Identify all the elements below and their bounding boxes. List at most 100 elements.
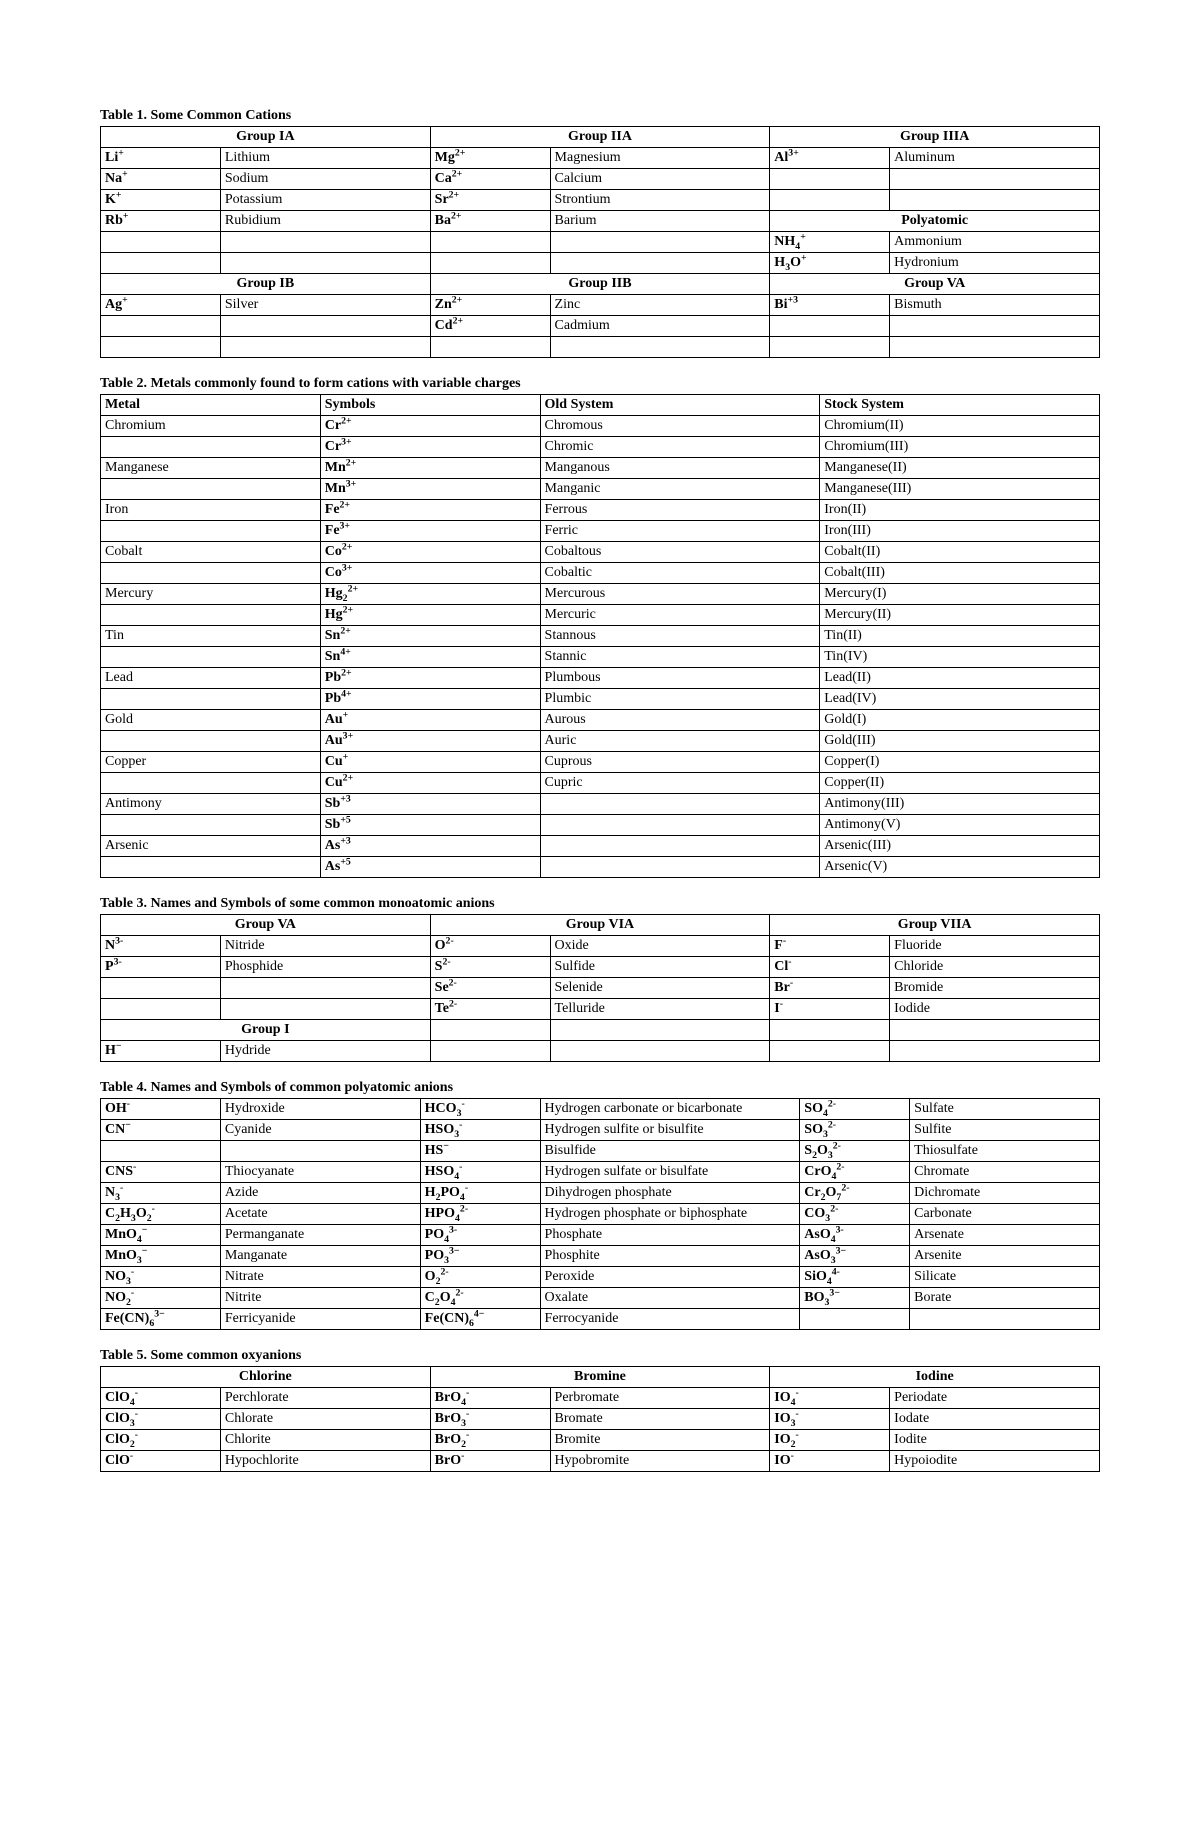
name-cell [220,316,430,337]
name-cell: Dichromate [910,1183,1100,1204]
name-cell: Barium [550,211,770,232]
formula-cell: HPO42- [420,1204,540,1225]
old-system-cell [540,794,820,815]
old-system-cell: Cobaltic [540,563,820,584]
old-system-cell: Manganic [540,479,820,500]
name-cell: Silver [220,295,430,316]
metal-cell: Cobalt [101,542,321,563]
formula-cell: K+ [101,190,221,211]
name-cell: Oxalate [540,1288,800,1309]
stock-system-cell: Tin(IV) [820,647,1100,668]
old-system-cell: Mercurous [540,584,820,605]
name-cell: Nitrite [220,1288,420,1309]
formula-cell: AsO33− [800,1246,910,1267]
stock-system-cell: Copper(II) [820,773,1100,794]
metal-cell [101,857,321,878]
name-cell: Iodide [890,999,1100,1020]
name-cell: Telluride [550,999,770,1020]
name-cell [890,190,1100,211]
table5-caption: Table 5. Some common oxyanions [100,1348,1100,1364]
name-cell: Aluminum [890,148,1100,169]
metal-cell [101,815,321,836]
formula-cell: C2O42- [420,1288,540,1309]
table4-caption: Table 4. Names and Symbols of common pol… [100,1080,1100,1096]
metal-cell: Copper [101,752,321,773]
stock-system-cell: Chromium(II) [820,416,1100,437]
symbol-cell: Cu+ [320,752,540,773]
symbol-cell: Cu2+ [320,773,540,794]
name-cell: Oxide [550,936,770,957]
old-system-cell: Cobaltous [540,542,820,563]
group-header: Group VIIA [770,915,1100,936]
old-system-cell: Stannic [540,647,820,668]
symbol-cell: Co3+ [320,563,540,584]
formula-cell: PO33− [420,1246,540,1267]
stock-system-cell: Gold(I) [820,710,1100,731]
name-cell: Phosphite [540,1246,800,1267]
name-cell: Hydrogen sulfite or bisulfite [540,1120,800,1141]
formula-cell: MnO4− [101,1225,221,1246]
formula-cell: NO2- [101,1288,221,1309]
formula-cell [430,232,550,253]
cell [430,1020,550,1041]
old-system-cell: Cuprous [540,752,820,773]
formula-cell [101,1141,221,1162]
table1: Group IAGroup IIAGroup IIIALi+LithiumMg2… [100,126,1100,358]
symbol-cell: As+3 [320,836,540,857]
symbol-cell: Pb4+ [320,689,540,710]
stock-system-cell: Manganese(II) [820,458,1100,479]
name-cell: Azide [220,1183,420,1204]
formula-cell: IO2- [770,1430,890,1451]
name-cell: Magnesium [550,148,770,169]
name-cell: Hypobromite [550,1451,770,1472]
stock-system-cell: Arsenic(V) [820,857,1100,878]
col-header: Old System [540,395,820,416]
formula-cell: Rb+ [101,211,221,232]
name-cell: Arsenite [910,1246,1100,1267]
name-cell: Chlorite [220,1430,430,1451]
metal-cell: Antimony [101,794,321,815]
name-cell: Cyanide [220,1120,420,1141]
formula-cell: Fe(CN)64− [420,1309,540,1330]
table1-caption: Table 1. Some Common Cations [100,108,1100,124]
name-cell: Arsenate [910,1225,1100,1246]
group-header: Group VA [101,915,431,936]
formula-cell: HSO3- [420,1120,540,1141]
name-cell [220,253,430,274]
name-cell: Hydrogen carbonate or bicarbonate [540,1099,800,1120]
stock-system-cell: Lead(II) [820,668,1100,689]
metal-cell: Gold [101,710,321,731]
name-cell: Permanganate [220,1225,420,1246]
old-system-cell: Manganous [540,458,820,479]
symbol-cell: Fe3+ [320,521,540,542]
formula-cell: Na+ [101,169,221,190]
name-cell: Selenide [550,978,770,999]
group-header: Group IA [101,127,431,148]
formula-cell: Sr2+ [430,190,550,211]
symbol-cell: Mn3+ [320,479,540,500]
name-cell [550,253,770,274]
formula-cell [430,1041,550,1062]
formula-cell: BrO4- [430,1388,550,1409]
metal-cell [101,731,321,752]
name-cell: Nitrate [220,1267,420,1288]
formula-cell: ClO4- [101,1388,221,1409]
old-system-cell: Chromic [540,437,820,458]
old-system-cell: Cupric [540,773,820,794]
name-cell: Chromate [910,1162,1100,1183]
name-cell: Manganate [220,1246,420,1267]
formula-cell: AsO43- [800,1225,910,1246]
name-cell: Cadmium [550,316,770,337]
formula-cell: Bi+3 [770,295,890,316]
stock-system-cell: Chromium(III) [820,437,1100,458]
formula-cell: ClO- [101,1451,221,1472]
group-header: Group IB [101,274,431,295]
name-cell: Sulfite [910,1120,1100,1141]
name-cell: Iodite [890,1430,1100,1451]
name-cell: Hydrogen sulfate or bisulfate [540,1162,800,1183]
group-header: Iodine [770,1367,1100,1388]
symbol-cell: Cr3+ [320,437,540,458]
col-header: Metal [101,395,321,416]
name-cell: Hydride [220,1041,430,1062]
formula-cell: SiO44- [800,1267,910,1288]
